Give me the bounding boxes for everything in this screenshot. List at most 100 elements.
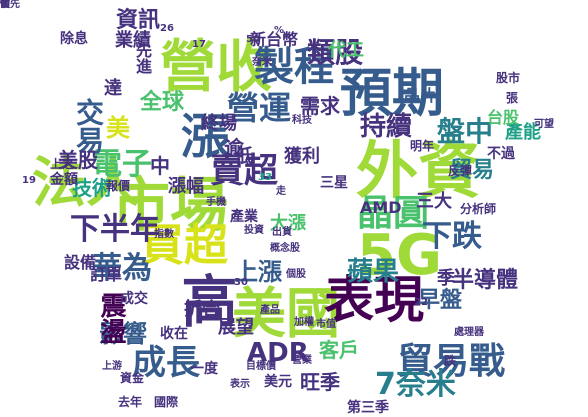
word-cloud-word: 影響	[99, 320, 147, 348]
word-cloud-word: 製程	[254, 44, 334, 90]
word-cloud-word: 三大	[416, 191, 452, 212]
word-cloud-word: 盤中	[437, 115, 494, 148]
word-cloud-word: 走	[276, 186, 286, 197]
word-cloud-word: 不過	[487, 146, 515, 162]
word-cloud-word: 目標價	[246, 361, 276, 372]
word-cloud-word: 上游	[102, 361, 122, 372]
word-cloud-word: 33	[258, 172, 272, 183]
word-cloud-word: 除息	[60, 31, 88, 47]
word-cloud-word: AMD	[360, 198, 402, 217]
word-cloud-word: 旺季	[300, 370, 340, 394]
word-cloud-word: 獲利	[284, 146, 320, 167]
word-cloud-word: 5G	[357, 223, 442, 288]
word-cloud-word: 營收	[160, 35, 272, 100]
word-cloud-word: 美國	[232, 282, 340, 345]
word-cloud-word: 逾	[224, 136, 244, 160]
word-cloud-word: 展望	[218, 317, 254, 338]
word-cloud-word: 電子	[92, 147, 152, 182]
word-cloud-word: 技術	[72, 176, 112, 200]
word-cloud-word: 中	[150, 154, 170, 178]
word-cloud-word: 設備	[64, 253, 97, 272]
word-cloud-word: %	[274, 25, 285, 36]
word-cloud-word: 達	[104, 78, 122, 99]
word-cloud-word: 資訊	[116, 8, 161, 33]
word-cloud-word: 法人	[32, 151, 140, 214]
word-cloud-word: 美元	[264, 374, 292, 390]
word-cloud-word: 大漲	[270, 213, 306, 234]
word-cloud-word: 預期	[340, 64, 445, 124]
word-cloud-word: 出貨	[272, 227, 292, 238]
word-cloud-word: 跌	[444, 354, 457, 368]
word-cloud-word: 貿易戰	[397, 341, 506, 382]
word-cloud-word: 指數	[154, 229, 174, 240]
word-cloud-word: 奈米	[252, 57, 272, 68]
word-cloud-word: 交易	[72, 98, 105, 154]
word-cloud-word: 市場	[112, 171, 229, 239]
word-cloud-word: 概念股	[270, 243, 300, 254]
word-cloud-word: 代工	[328, 40, 364, 61]
word-cloud-word: 處理器	[454, 327, 484, 338]
word-cloud-word: 產業	[230, 209, 258, 225]
word-cloud-word: 台股	[487, 108, 520, 127]
word-cloud-word: 買超	[140, 220, 228, 271]
word-cloud-word: 訂單	[90, 265, 123, 284]
word-cloud-word: 表現	[324, 271, 424, 329]
word-cloud-word: 美	[106, 114, 130, 142]
word-cloud-word: 前	[0, 0, 10, 10]
word-cloud-word: 蘋果	[347, 257, 400, 287]
word-cloud-word: 估	[0, 0, 10, 10]
word-cloud-word: 個股	[286, 269, 306, 280]
word-cloud-word: 漲	[181, 109, 230, 165]
word-cloud-word: 低	[235, 146, 253, 167]
word-cloud-word: 晶片	[404, 86, 437, 105]
word-cloud-word: 折合	[184, 299, 220, 320]
word-cloud-word: 手機	[206, 197, 226, 208]
word-cloud-word: 第三季	[347, 400, 389, 416]
word-cloud-word: 7奈米	[375, 367, 456, 402]
word-cloud-word: 三星	[320, 175, 348, 191]
word-cloud-word: 市值	[316, 319, 336, 330]
word-cloud-word: 漲幅	[168, 176, 204, 197]
word-cloud-word: 類股	[307, 36, 364, 69]
word-cloud-word: 營運	[227, 89, 292, 127]
word-cloud-word: 產能	[505, 122, 541, 143]
word-cloud-word: 去年	[118, 395, 143, 409]
word-cloud-word: 下跌	[422, 219, 482, 254]
word-cloud-word: 新台幣	[250, 30, 299, 49]
word-cloud-word: 產品	[260, 305, 280, 316]
word-cloud-word: 客戶	[319, 338, 359, 362]
word-cloud-word: 持續	[360, 112, 413, 142]
word-cloud-word: 收在	[160, 326, 188, 342]
word-cloud-word: 季	[437, 268, 455, 289]
word-cloud-word: 投資	[244, 225, 264, 236]
word-cloud-word: 華為	[92, 251, 152, 286]
word-cloud-word: 30	[234, 277, 248, 288]
word-cloud-word: 19	[22, 175, 36, 186]
word-cloud-word: 加權	[294, 317, 314, 328]
word-cloud-word: 上之	[50, 157, 75, 171]
word-cloud-word: 成交	[120, 291, 148, 307]
word-cloud-word: 高	[172, 272, 237, 328]
word-cloud-word: 張	[506, 91, 519, 105]
word-cloud-word: 美股	[58, 148, 98, 172]
word-cloud-word: 先進	[133, 42, 152, 74]
word-cloud-word: 上漲	[234, 258, 282, 286]
word-cloud-word: 股市	[496, 71, 521, 85]
word-cloud-word: 一度	[190, 361, 218, 377]
word-cloud-word: 可望	[534, 119, 554, 130]
word-cloud-word: 震盪	[96, 292, 126, 344]
word-cloud-word: 22	[414, 297, 428, 308]
word-cloud-word: 資金	[120, 371, 145, 385]
word-cloud-word: 領先	[0, 0, 20, 10]
word-cloud-word: 金額	[50, 172, 78, 188]
word-cloud-word: 報價	[106, 179, 131, 193]
word-cloud-word: 國際	[154, 395, 179, 409]
word-cloud-word: 成長	[132, 343, 200, 383]
word-cloud-word: 反彈	[448, 164, 473, 178]
word-cloud-word: 需求	[300, 94, 340, 118]
word-cloud-word: 明年	[410, 139, 435, 153]
word-cloud-word: 表示	[230, 379, 250, 390]
word-cloud-word: ADR	[247, 338, 309, 368]
word-cloud-word: 科技	[292, 115, 312, 126]
